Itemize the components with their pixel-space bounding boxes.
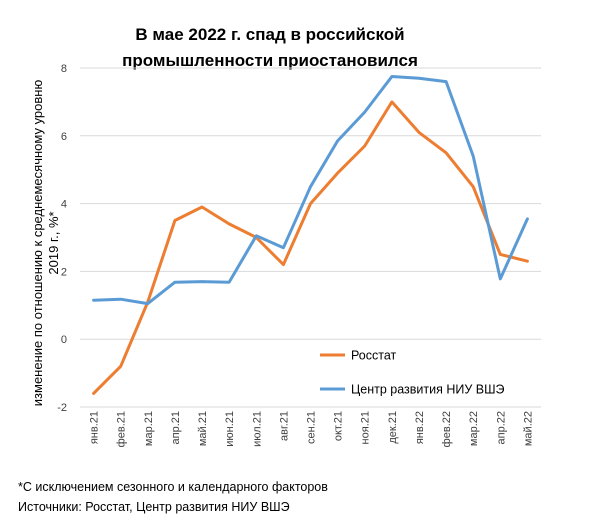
sources-note: Источники: Росстат, Центр развития НИУ В… (18, 500, 290, 514)
y-tick-label: -2 (57, 402, 67, 414)
x-tick-label: июн.21 (224, 411, 236, 447)
x-tick-label: сен.21 (306, 411, 318, 444)
y-tick-label: 2 (61, 266, 67, 278)
series-lines (92, 75, 529, 395)
x-tick-label: фев.21 (116, 411, 128, 447)
chart-title-line-2: промышленности приостановился (122, 51, 418, 70)
x-tick-label: апр.21 (170, 411, 182, 444)
x-tick-label: дек.21 (387, 411, 399, 444)
y-axis-label-line-2: 2019 г., %* (46, 211, 61, 274)
legend-label: Центр развития НИУ ВШЭ (351, 383, 505, 397)
x-axis-ticks: янв.21 фев.21 мар.21 апр.21 май.21 июн.21 июл.… (89, 411, 535, 447)
x-tick-label: июл.21 (251, 411, 263, 447)
legend-label: Росстат (351, 349, 397, 363)
x-tick-label: окт.21 (333, 411, 345, 441)
x-tick-label: авг.21 (278, 411, 290, 441)
x-tick-label: мар.21 (143, 411, 155, 446)
chart-title: В мае 2022 г. спад в российской промышле… (80, 22, 460, 74)
x-tick-label: май.22 (522, 411, 534, 446)
y-tick-label: 8 (61, 63, 67, 75)
x-tick-label: апр.22 (495, 411, 507, 444)
x-tick-label: фев.22 (441, 411, 453, 447)
y-tick-label: 6 (61, 131, 67, 143)
gridlines (80, 67, 541, 408)
y-axis-label-line-1: изменение по отношению к среднемесячному… (30, 80, 45, 407)
legend: Росстат Центр развития НИУ ВШЭ (320, 349, 505, 397)
chart-title-line-1: В мае 2022 г. спад в российской (135, 25, 405, 44)
x-tick-label: май.21 (197, 411, 209, 446)
x-tick-label: ноя.21 (360, 411, 372, 444)
x-tick-label: янв.21 (89, 411, 101, 444)
y-tick-label: 0 (61, 334, 67, 346)
series-line-2 (92, 75, 529, 306)
y-axis-ticks: -2 0 2 4 6 8 (57, 63, 67, 414)
x-tick-label: мар.22 (468, 411, 480, 446)
y-axis-label: изменение по отношению к среднемесячному… (30, 80, 61, 407)
series-line-1 (92, 100, 529, 395)
y-tick-label: 4 (61, 199, 67, 211)
x-tick-label: янв.22 (414, 411, 426, 444)
line-chart: -2 0 2 4 6 8 янв.21 фев.21 мар.21 апр.21 май.21 ию… (30, 63, 541, 447)
footnote: *С исключением сезонного и календарного … (18, 480, 328, 494)
